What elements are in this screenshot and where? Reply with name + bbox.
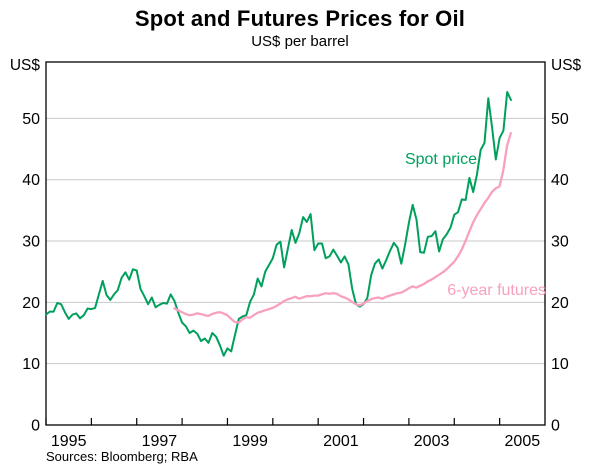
source-note: Sources: Bloomberg; RBA [46, 449, 198, 464]
x-axis-label-1997: 1997 [142, 433, 178, 450]
chart-subtitle: US$ per barrel [251, 33, 349, 50]
y-axis-label-left-30: 30 [22, 234, 40, 251]
y-axis-label-right-10: 10 [551, 356, 569, 373]
y-axis-label-right-50: 50 [551, 111, 569, 128]
y-axis-label-right-30: 30 [551, 234, 569, 251]
y-axis-label-right-20: 20 [551, 295, 569, 312]
plot-frame [45, 61, 546, 426]
series-line-6-year-futures [173, 131, 512, 324]
y-axis-unit-right: US$ [551, 57, 582, 74]
x-axis-label-1995: 1995 [51, 433, 87, 450]
y-axis-label-right-40: 40 [551, 172, 569, 189]
x-axis-label-2005: 2005 [505, 433, 541, 450]
y-axis-label-left-40: 40 [22, 172, 40, 189]
chart-title: Spot and Futures Prices for Oil [134, 6, 466, 31]
spot-price-series-label: Spot price [404, 151, 477, 168]
y-axis-unit-left: US$ [10, 57, 41, 74]
futures-series-label: 6-year futures [447, 282, 546, 299]
x-axis-label-1999: 1999 [232, 433, 268, 450]
x-axis-label-2003: 2003 [414, 433, 450, 450]
y-axis-label-left-50: 50 [22, 111, 40, 128]
x-axis-label-2001: 2001 [323, 433, 359, 450]
y-axis-label-left-10: 10 [22, 356, 40, 373]
y-axis-label-left-0: 0 [31, 418, 40, 435]
y-axis-label-left-20: 20 [22, 295, 40, 312]
y-axis-label-right-0: 0 [551, 418, 560, 435]
series-line-spot-price [45, 91, 512, 357]
